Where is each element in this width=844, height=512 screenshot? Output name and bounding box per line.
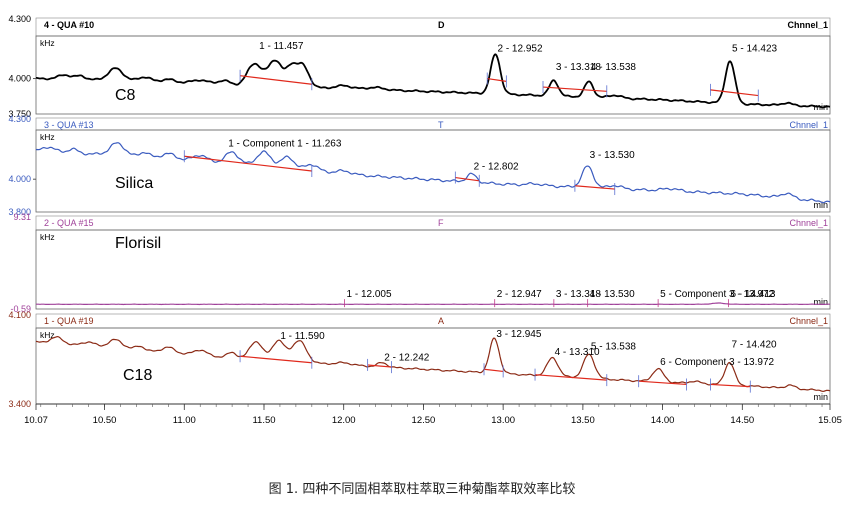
figure-caption: 图 1. 四种不同固相萃取柱萃取三种菊酯萃取效率比较 xyxy=(268,482,576,497)
sample-label: Silica xyxy=(115,175,153,192)
x-axis: 10.07 10.50 11.00 11.50 12.00 12.50 13.00 13.50… xyxy=(24,403,842,426)
peak-label: 2 - 12.952 xyxy=(497,44,542,55)
peak-label: 3 - 13.318 xyxy=(556,62,601,73)
panel-mode: T xyxy=(438,120,444,130)
y-top-label: 4.300 xyxy=(8,114,31,124)
peak-label: 2 - 12.802 xyxy=(474,161,519,172)
sample-label: C8 xyxy=(115,87,136,104)
y-top-label: 4.100 xyxy=(8,310,31,320)
x-tick-label: 14.50 xyxy=(730,415,754,426)
x-tick-label: 12.50 xyxy=(412,415,436,426)
signal-trace xyxy=(36,302,831,306)
panel-2: 3 - QUA #13 T Chnnel_1 4.300 4.000 3.800 kHz mi… xyxy=(8,114,831,217)
peak-label: 5 - 14.423 xyxy=(732,44,777,55)
signal-trace xyxy=(35,142,831,204)
peak-label: 2 - 12.947 xyxy=(497,289,542,300)
x-tick-label: 12.00 xyxy=(332,415,356,426)
peak-label: 3 - 13.318 xyxy=(556,289,601,300)
peak-label: 1 - Component 1 - 11.263 xyxy=(228,138,342,149)
panel-header xyxy=(35,17,831,37)
peak-label: 1 - 11.457 xyxy=(259,41,304,52)
y-mid-label: 4.000 xyxy=(8,74,31,84)
panel-title: 1 - QUA #19 xyxy=(44,316,94,326)
panel-mode: F xyxy=(438,218,444,228)
integration-baseline xyxy=(367,364,392,368)
sample-label: Florisil xyxy=(115,235,161,252)
peak-label: 4 - 13.530 xyxy=(590,289,635,300)
panel-frame xyxy=(35,35,831,115)
y-bottom-label: 3.400 xyxy=(8,399,31,409)
integration-baseline xyxy=(240,75,312,85)
panel-title: 4 - QUA #10 xyxy=(44,20,94,30)
sample-label: C18 xyxy=(123,367,152,384)
x-unit-label: min xyxy=(813,297,828,307)
x-unit-label: min xyxy=(813,200,828,210)
x-tick-label: 13.50 xyxy=(571,415,595,426)
panel-header xyxy=(35,313,831,329)
x-tick-label: 10.50 xyxy=(93,415,117,426)
y-bottom-label: -0.59 xyxy=(10,304,31,314)
integration-baseline xyxy=(487,77,507,82)
x-tick-label: 11.00 xyxy=(173,415,196,426)
integration-baseline xyxy=(574,185,615,190)
panel-channel: Chnnel_1 xyxy=(789,120,828,130)
panel-title: 3 - QUA #13 xyxy=(44,120,94,130)
panel-channel: Chnnel_1 xyxy=(789,316,828,326)
integration-baseline xyxy=(534,374,607,381)
integration-baseline xyxy=(483,368,504,373)
signal-trace xyxy=(35,335,831,393)
integration-baseline xyxy=(710,89,759,97)
panel-4: 1 - QUA #19 A Chnnel_1 4.100 3.400 kHz min C18 1… xyxy=(8,310,831,409)
peak-label: 7 - 14.420 xyxy=(732,340,777,351)
peak-label: 1 - 12.005 xyxy=(347,289,392,300)
peak-label: 4 - 13.310 xyxy=(555,347,600,358)
y-bottom-label: 3.800 xyxy=(8,207,31,217)
peak-label: 5 - Component 3 - 13.972 xyxy=(660,289,774,300)
peak-label: 3 - 13.530 xyxy=(590,150,635,161)
peak-label: 6 - Component 3 - 13.972 xyxy=(660,357,774,368)
y-top-label: 9.31 xyxy=(13,212,31,222)
panel-channel: Chnnel_1 xyxy=(787,20,828,30)
peak-label: 1 - 11.590 xyxy=(280,331,325,342)
peak-label: 5 - 13.538 xyxy=(591,342,636,353)
peak-label: 4 - 13.538 xyxy=(591,62,636,73)
panel-mode: A xyxy=(438,316,444,326)
panel-frame xyxy=(35,229,831,310)
peak-label: 3 - 12.945 xyxy=(496,329,541,340)
panel-mode: D xyxy=(438,20,445,30)
panel-header xyxy=(35,117,831,131)
panel-3: 2 - QUA #15 F Chnnel_1 9.31 -0.59 kHz min Flori… xyxy=(10,212,831,314)
panel-title: 2 - QUA #15 xyxy=(44,218,94,228)
panels-layer: 4 - QUA #10 D Chnnel_1 4.300 4.000 3.750 kHz mi… xyxy=(8,14,831,409)
y-unit-label: kHz xyxy=(40,330,55,340)
y-top-label: 4.300 xyxy=(8,14,31,24)
peak-label: 6 - 14.413 xyxy=(730,289,775,300)
integration-baseline xyxy=(240,355,312,364)
integration-baseline xyxy=(455,176,480,182)
signal-trace xyxy=(36,53,831,109)
x-tick-label: 11.50 xyxy=(252,415,275,426)
x-tick-label: 13.00 xyxy=(491,415,515,426)
y-mid-label: 4.000 xyxy=(8,174,31,184)
panel-header xyxy=(35,215,831,231)
x-tick-label: 10.07 xyxy=(24,415,48,426)
integration-baseline xyxy=(184,155,312,172)
panel-frame xyxy=(35,129,831,213)
y-unit-label: kHz xyxy=(40,38,55,48)
x-tick-label: 14.00 xyxy=(651,415,675,426)
x-unit-label: min xyxy=(813,392,828,402)
y-unit-label: kHz xyxy=(40,132,55,142)
integration-baseline xyxy=(710,383,751,388)
x-tick-label: 15.05 xyxy=(818,415,842,426)
panel-channel: Chnnel_1 xyxy=(789,218,828,228)
y-unit-label: kHz xyxy=(40,232,55,242)
integration-baseline xyxy=(542,86,607,92)
peak-label: 2 - 12.242 xyxy=(384,353,429,364)
panel-1: 4 - QUA #10 D Chnnel_14.3004.0003.750kHzmi… xyxy=(8,14,831,119)
y-bottom-label: 3.750 xyxy=(8,109,31,119)
integration-baseline xyxy=(638,380,687,386)
